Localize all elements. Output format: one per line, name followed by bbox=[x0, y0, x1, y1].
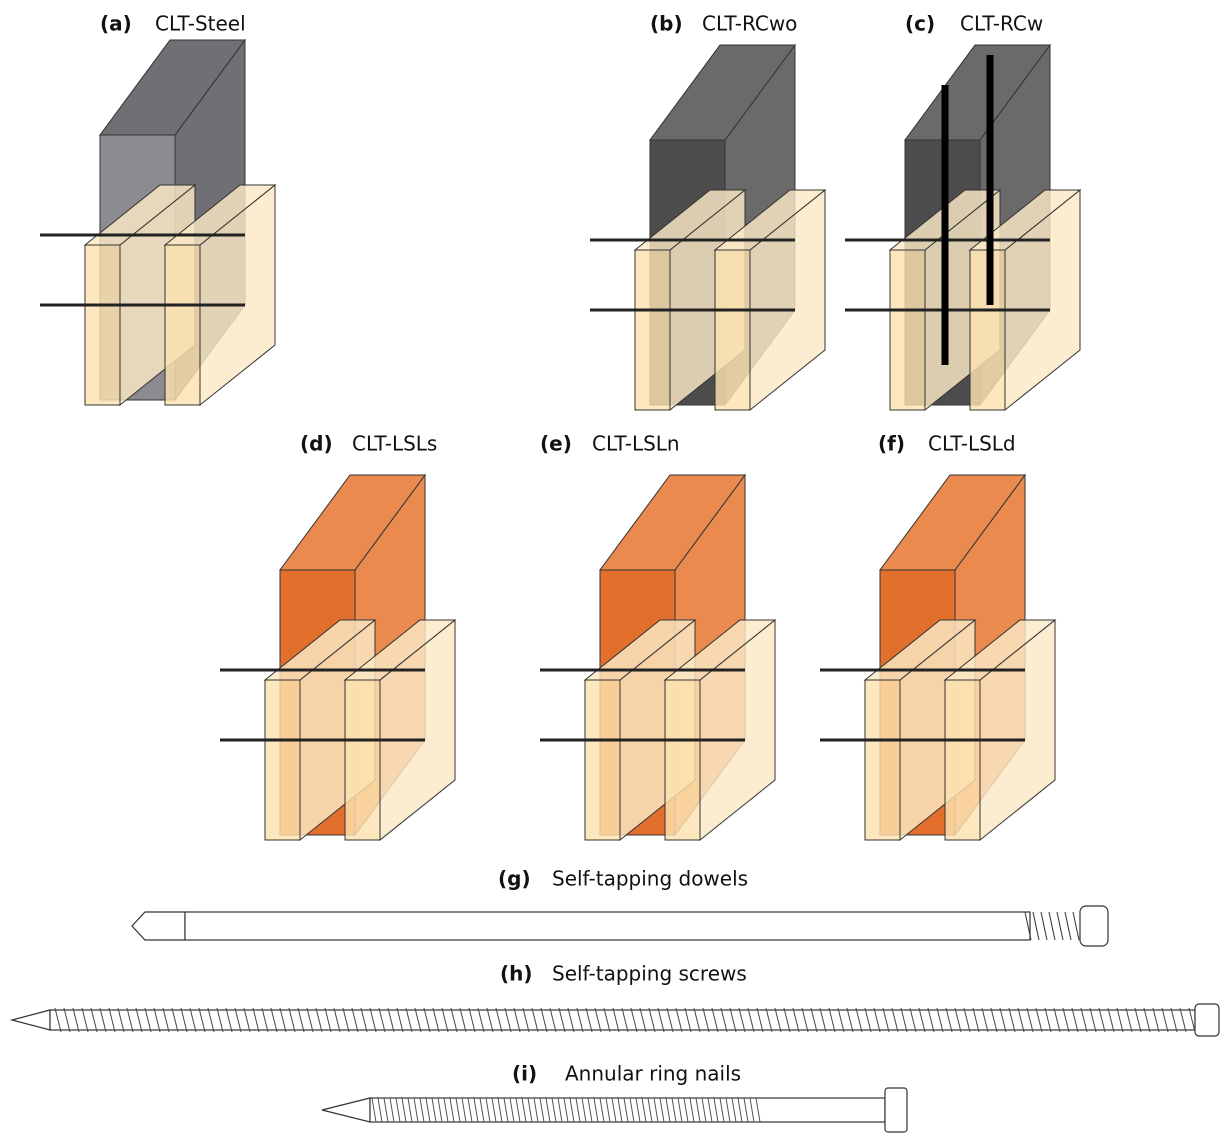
thread bbox=[1065, 912, 1071, 940]
specimen bbox=[540, 475, 775, 840]
panel-name: CLT-LSLn bbox=[592, 432, 680, 456]
thread bbox=[1033, 912, 1039, 940]
thread bbox=[1041, 912, 1047, 940]
thread bbox=[1057, 912, 1063, 940]
clt-panel-front bbox=[945, 680, 980, 840]
clt-panel-front bbox=[265, 680, 300, 840]
panel-label: (d) bbox=[300, 432, 333, 456]
clt-panel-front bbox=[85, 245, 120, 405]
fastener-label: (i) bbox=[512, 1062, 537, 1086]
specimen bbox=[820, 475, 1055, 840]
specimen bbox=[845, 45, 1080, 410]
figure: (a) CLT-Steel (b) CLT-RCwo (c) CLT-RCw (… bbox=[0, 0, 1224, 1133]
panel-name: CLT-RCwo bbox=[702, 12, 797, 36]
thread bbox=[1049, 912, 1055, 940]
fastener-label: (g) bbox=[498, 867, 531, 891]
panel-name: CLT-LSLd bbox=[928, 432, 1016, 456]
clt-panel-front bbox=[890, 250, 925, 410]
clt-panel-front bbox=[165, 245, 200, 405]
dowel-shaft bbox=[185, 912, 1030, 940]
fastener-label: (h) bbox=[500, 962, 533, 986]
nail-head bbox=[885, 1088, 907, 1132]
clt-panel-front bbox=[345, 680, 380, 840]
panel-label: (a) bbox=[100, 12, 132, 36]
clt-panel-front bbox=[585, 680, 620, 840]
panel-label: (f) bbox=[878, 432, 905, 456]
specimen bbox=[220, 475, 455, 840]
clt-panel-front bbox=[715, 250, 750, 410]
panel-name: CLT-RCw bbox=[960, 12, 1043, 36]
fastener-name: Self-tapping screws bbox=[552, 962, 747, 986]
dowel-tip bbox=[132, 912, 185, 940]
thread bbox=[1073, 912, 1079, 940]
specimen bbox=[40, 40, 275, 405]
panel-label: (c) bbox=[905, 12, 935, 36]
screw-head bbox=[1195, 1004, 1219, 1036]
panel-label: (b) bbox=[650, 12, 683, 36]
clt-panel-front bbox=[665, 680, 700, 840]
screw-tip bbox=[12, 1010, 50, 1030]
panel-name: CLT-Steel bbox=[155, 12, 246, 36]
nail-tip bbox=[322, 1098, 370, 1122]
clt-panel-front bbox=[865, 680, 900, 840]
specimen bbox=[590, 45, 825, 410]
panel-name: CLT-LSLs bbox=[352, 432, 437, 456]
fastener-name: Self-tapping dowels bbox=[552, 867, 748, 891]
fastener-name: Annular ring nails bbox=[565, 1062, 741, 1086]
panel-label: (e) bbox=[540, 432, 572, 456]
clt-panel-front bbox=[635, 250, 670, 410]
dowel-head bbox=[1080, 906, 1108, 946]
